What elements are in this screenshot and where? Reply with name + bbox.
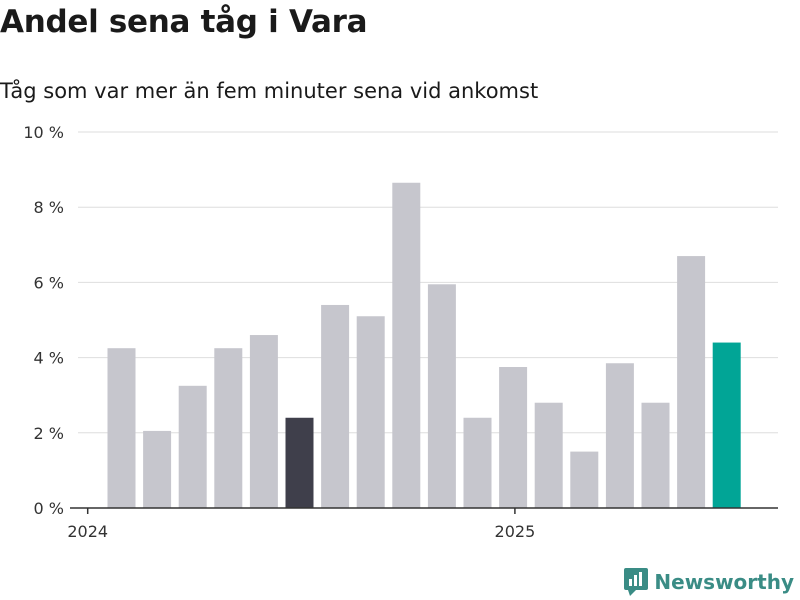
bar-2024-06: [285, 417, 314, 508]
bar-2024-07: [321, 304, 350, 508]
bar-2025-01: [534, 402, 563, 508]
bar-2024-04: [214, 348, 243, 508]
y-tick-label: 6 %: [34, 273, 64, 292]
bar-2024-12: [499, 367, 528, 508]
chart-subtitle: Tåg som var mer än fem minuter sena vid …: [0, 79, 539, 103]
y-tick-label: 4 %: [34, 349, 64, 368]
bar-2024-08: [356, 316, 385, 508]
newsworthy-brand: Newsworthy: [624, 568, 794, 596]
bar-2025-02: [570, 451, 599, 508]
brand-name: Newsworthy: [654, 570, 794, 594]
x-tick-label: 2024: [67, 522, 108, 541]
x-tick-label: 2025: [495, 522, 536, 541]
bar-2025-03: [605, 363, 634, 508]
bar-2024-02: [143, 430, 172, 508]
bar-2024-01: [107, 348, 136, 508]
y-tick-label: 2 %: [34, 424, 64, 443]
bar-2025-05: [677, 256, 706, 508]
bar-2024-03: [178, 385, 207, 508]
bar-2024-10: [427, 284, 456, 508]
y-tick-label: 8 %: [34, 198, 64, 217]
y-tick-label: 10 %: [23, 123, 64, 142]
bar-2024-05: [249, 335, 278, 508]
bar-2025-06: [712, 342, 741, 508]
bar-2024-11: [463, 417, 492, 508]
y-tick-label: 0 %: [34, 499, 64, 518]
chart-title: Andel sena tåg i Vara: [0, 4, 368, 40]
bar-2025-04: [641, 402, 670, 508]
bar-2024-09: [392, 182, 421, 508]
newsworthy-logo-icon: [624, 568, 649, 596]
